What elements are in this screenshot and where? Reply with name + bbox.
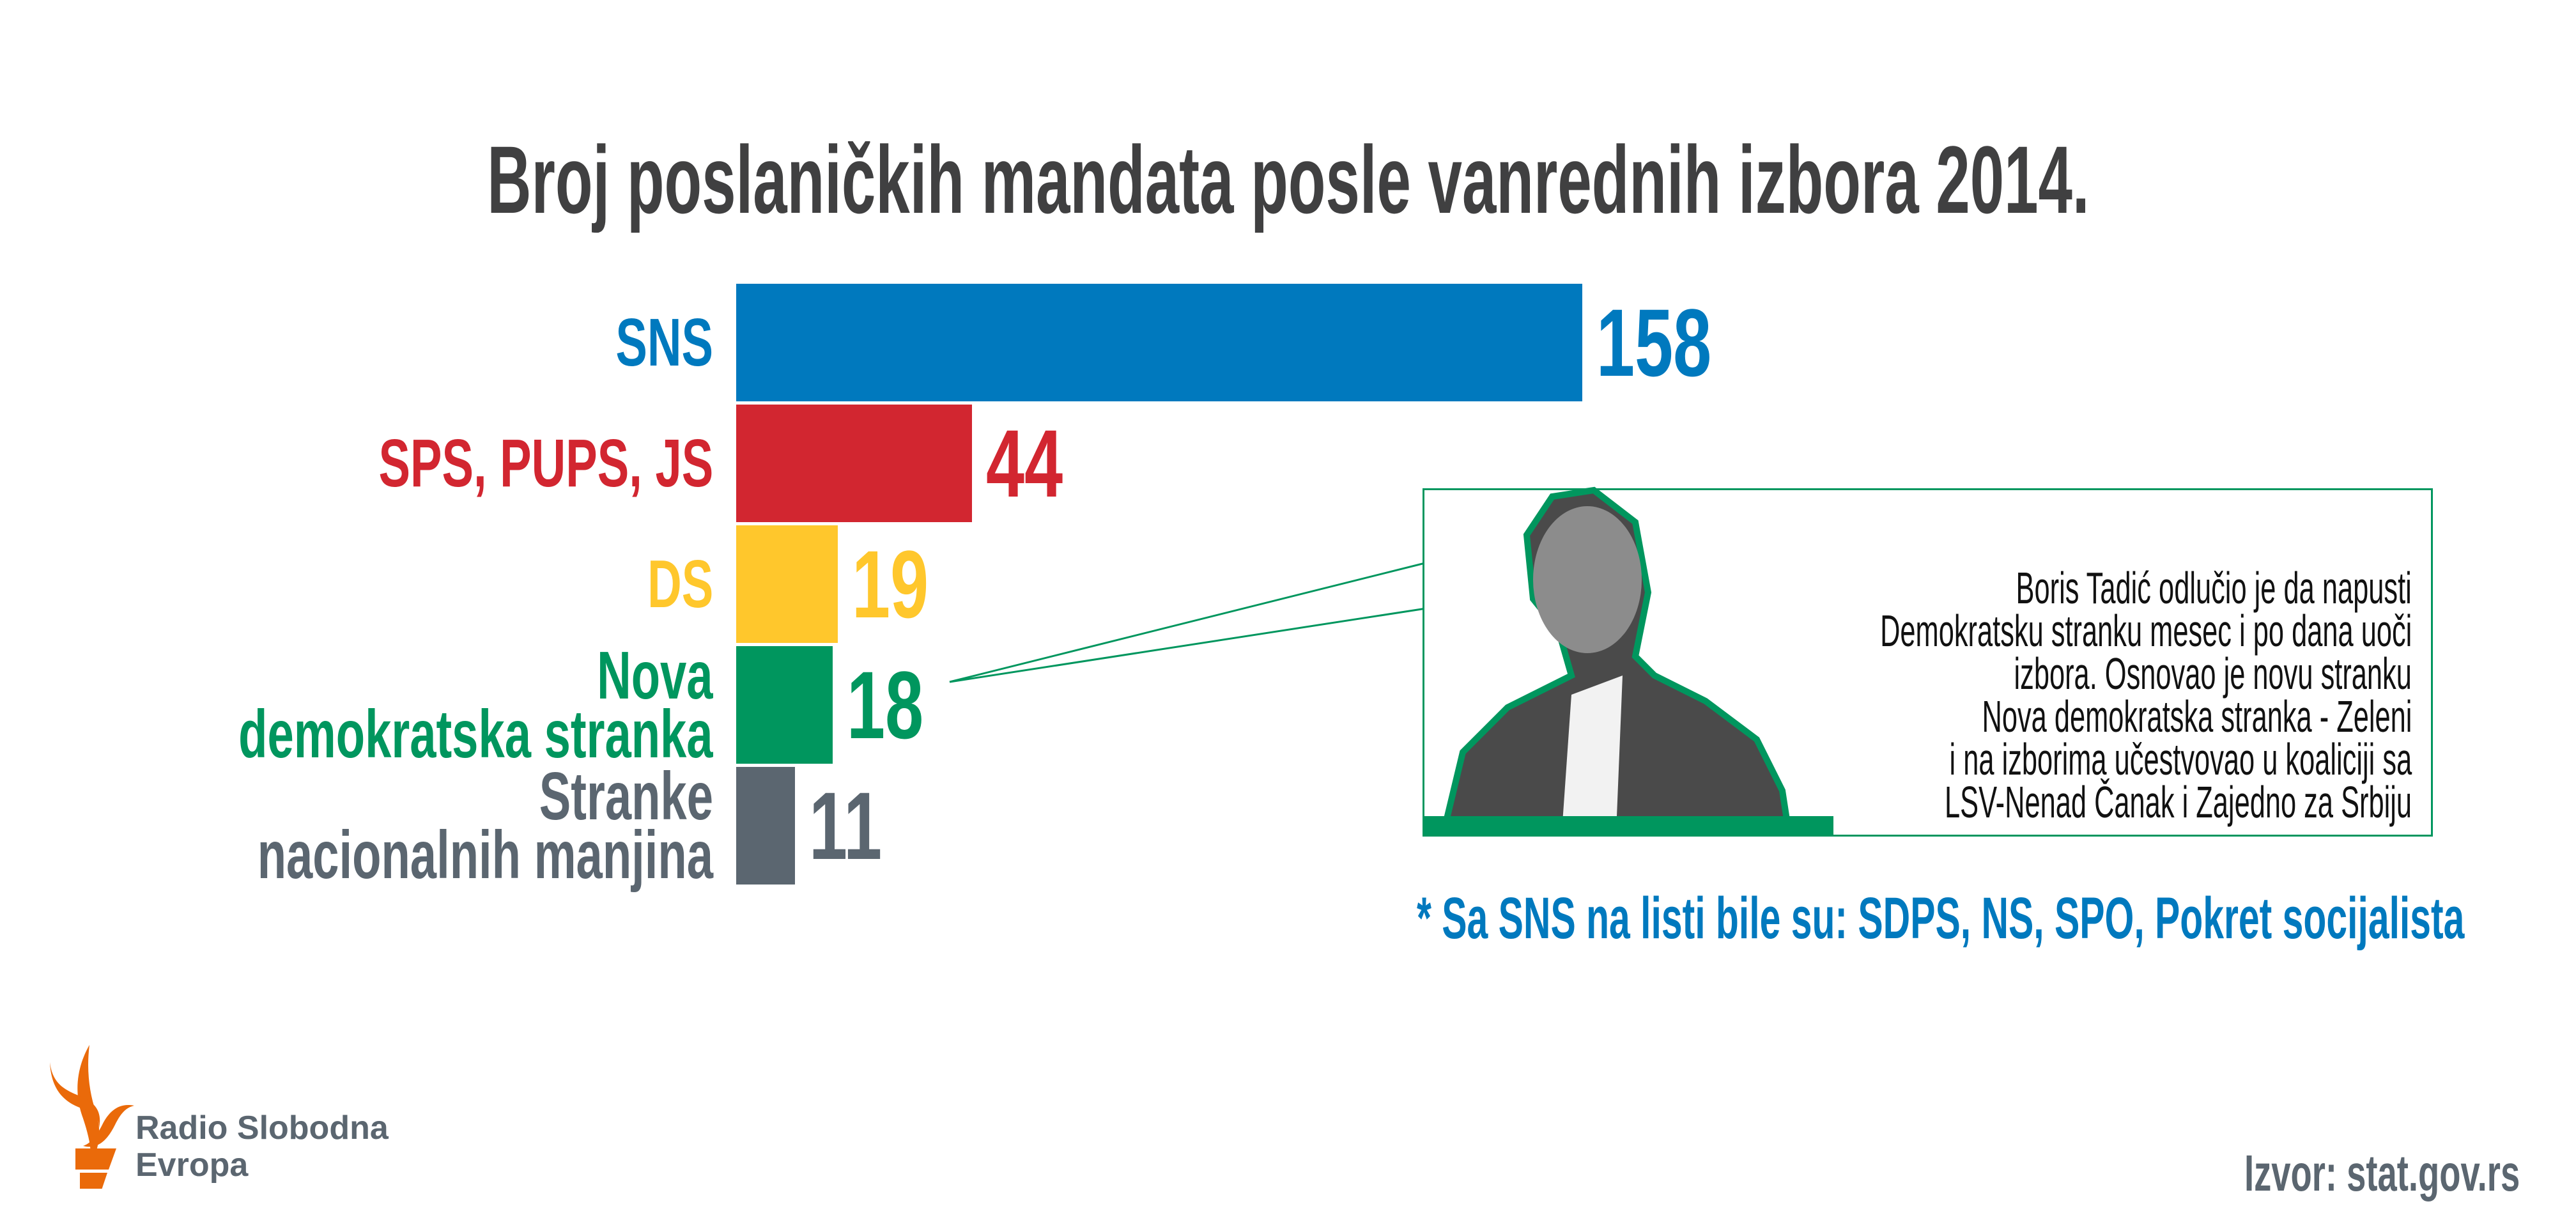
category-label: SNS (574, 305, 713, 380)
value-label-text: 44 (985, 410, 1063, 517)
bar (736, 767, 796, 885)
category-label: SPS, PUPS, JS (235, 426, 713, 501)
category-label: Nova demokratska stranka (35, 638, 713, 772)
category-label-line: demokratska stranka (238, 697, 713, 772)
category-label-line: SNS (615, 305, 713, 380)
bar (736, 284, 1582, 401)
value-label: 158 (1596, 284, 1756, 401)
bar (736, 525, 838, 643)
torch-logo-icon (50, 1045, 134, 1189)
value-label: 19 (852, 525, 959, 643)
bar (736, 405, 972, 522)
logo-text: Radio Slobodna Evropa (135, 1109, 389, 1184)
value-label-text: 19 (852, 530, 929, 638)
category-label-line: nacionalnih manjina (257, 817, 713, 893)
value-label: 44 (986, 405, 1093, 522)
value-label: 11 (809, 767, 911, 885)
category-label: Stranke nacionalnih manjina (62, 759, 713, 893)
value-label-text: 18 (846, 651, 923, 759)
category-label: DS (619, 546, 713, 622)
value-label-text: 11 (809, 772, 883, 879)
bar (736, 646, 833, 764)
source-note: Izvor: stat.gov.rs (2244, 1145, 2520, 1201)
callout-box: Boris Tadić odlučio je da napusti Demokr… (1423, 486, 2433, 837)
footnote: * Sa SNS na listi bile su: SDPS, NS, SPO… (1417, 886, 2465, 951)
category-label-line: SPS, PUPS, JS (378, 426, 713, 501)
category-label-line: Stranke (539, 759, 713, 834)
chart-title: Broj poslaničkih mandata posle vanrednih… (486, 126, 2090, 233)
person-photo-icon (1424, 486, 1833, 837)
category-label-line: Nova (597, 638, 713, 713)
category-label-line: DS (647, 546, 713, 622)
callout-text: Boris Tadić odlučio je da napusti Demokr… (1879, 563, 2412, 827)
value-label: 18 (847, 646, 953, 764)
value-label-text: 158 (1596, 289, 1712, 396)
